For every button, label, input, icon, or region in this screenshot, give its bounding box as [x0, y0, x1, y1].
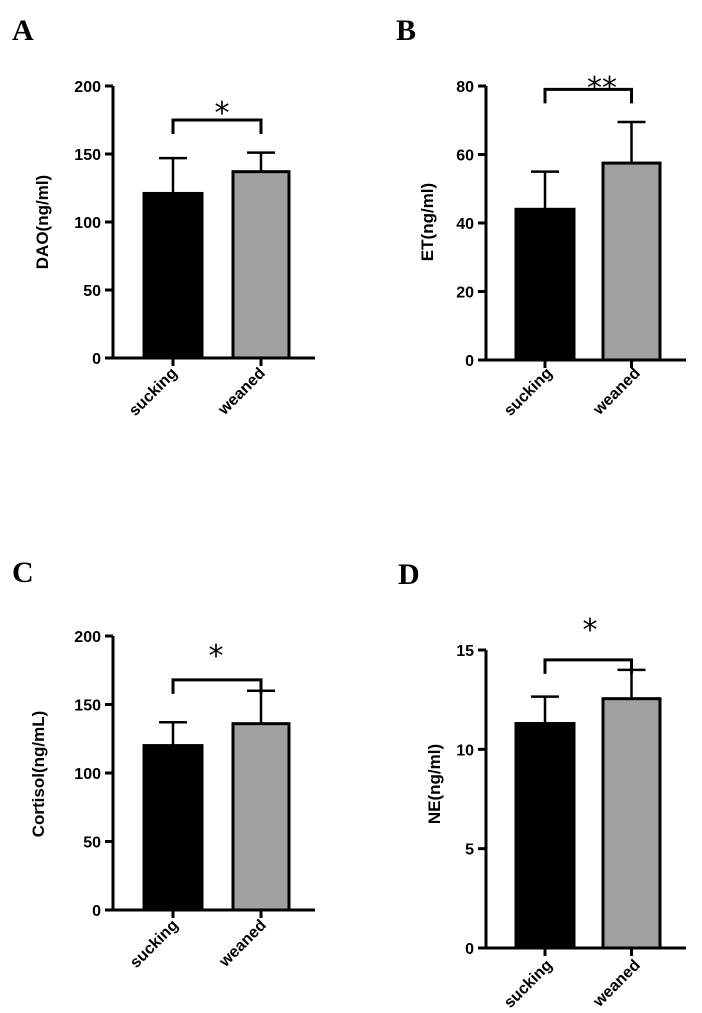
bar-sucking: [514, 722, 576, 950]
x-tick-label-weaned: weaned: [590, 957, 644, 1011]
y-axis-label: ET(ng/ml): [418, 183, 437, 261]
panel-letter: A: [12, 14, 34, 47]
bar-weaned: [231, 722, 291, 912]
y-tick-label: 5: [465, 842, 474, 859]
y-tick-label: 60: [456, 148, 474, 165]
bar-weaned: [231, 170, 291, 360]
x-tick-label-sucking: sucking: [501, 957, 556, 1012]
bar-sucking: [142, 191, 204, 360]
x-tick-label-weaned: weaned: [215, 365, 269, 419]
significance-bracket: [543, 658, 633, 674]
x-tick-label-weaned: weaned: [590, 365, 644, 419]
x-tick-label-sucking: sucking: [501, 365, 556, 420]
y-tick-label: 10: [456, 742, 474, 759]
y-axis-label: DAO(ng/ml): [33, 175, 52, 269]
y-tick-label: 40: [456, 216, 474, 233]
significance-bracket: [543, 87, 633, 104]
bar-sucking: [142, 744, 204, 912]
y-tick-label: 150: [74, 147, 101, 164]
y-tick-label: 100: [74, 215, 101, 232]
y-tick-label: 150: [74, 698, 101, 715]
x-tick-label-sucking: sucking: [127, 917, 182, 972]
panel-b: B ET(ng/ml) 0 20 40 60 80 sucking weaned **: [396, 14, 686, 420]
y-axis-label: NE(ng/ml): [425, 744, 444, 824]
y-tick-label: 0: [92, 351, 101, 368]
significance-marker: *: [583, 613, 598, 648]
y-tick-label: 200: [74, 629, 101, 646]
panel-letter: C: [12, 556, 34, 589]
bar-sucking: [514, 207, 576, 362]
panel-a: A DAO(ng/ml) 0 50 100 150 200 sucking weaned…: [12, 14, 315, 420]
significance-marker: *: [209, 639, 224, 674]
y-tick-label: 100: [74, 766, 101, 783]
y-axis-label: Cortisol(ng/mL): [29, 711, 48, 838]
y-tick-label: 200: [74, 79, 101, 96]
y-tick-label: 15: [456, 643, 474, 660]
y-tick-label: 0: [465, 353, 474, 370]
y-tick-label: 0: [465, 941, 474, 958]
significance-bracket: [171, 678, 263, 694]
significance-marker: *: [215, 96, 230, 131]
bar-weaned: [601, 697, 662, 950]
y-tick-label: 50: [83, 283, 101, 300]
panel-c: C Cortisol(ng/mL) 0 50 100 150 200 sucking w…: [12, 556, 315, 972]
y-tick-label: 0: [92, 903, 101, 920]
y-tick-label: 50: [83, 835, 101, 852]
bar-weaned: [601, 161, 662, 362]
x-tick-label-sucking: sucking: [126, 365, 181, 420]
y-tick-label: 80: [456, 79, 474, 96]
panel-letter: D: [398, 558, 420, 591]
significance-marker: **: [587, 71, 617, 106]
panel-letter: B: [396, 14, 416, 47]
panel-d: D NE(ng/ml) 0 5 10 15 sucking weaned *: [398, 558, 686, 1012]
x-tick-label-weaned: weaned: [216, 917, 270, 971]
significance-bracket: [171, 118, 263, 134]
y-tick-label: 20: [456, 285, 474, 302]
